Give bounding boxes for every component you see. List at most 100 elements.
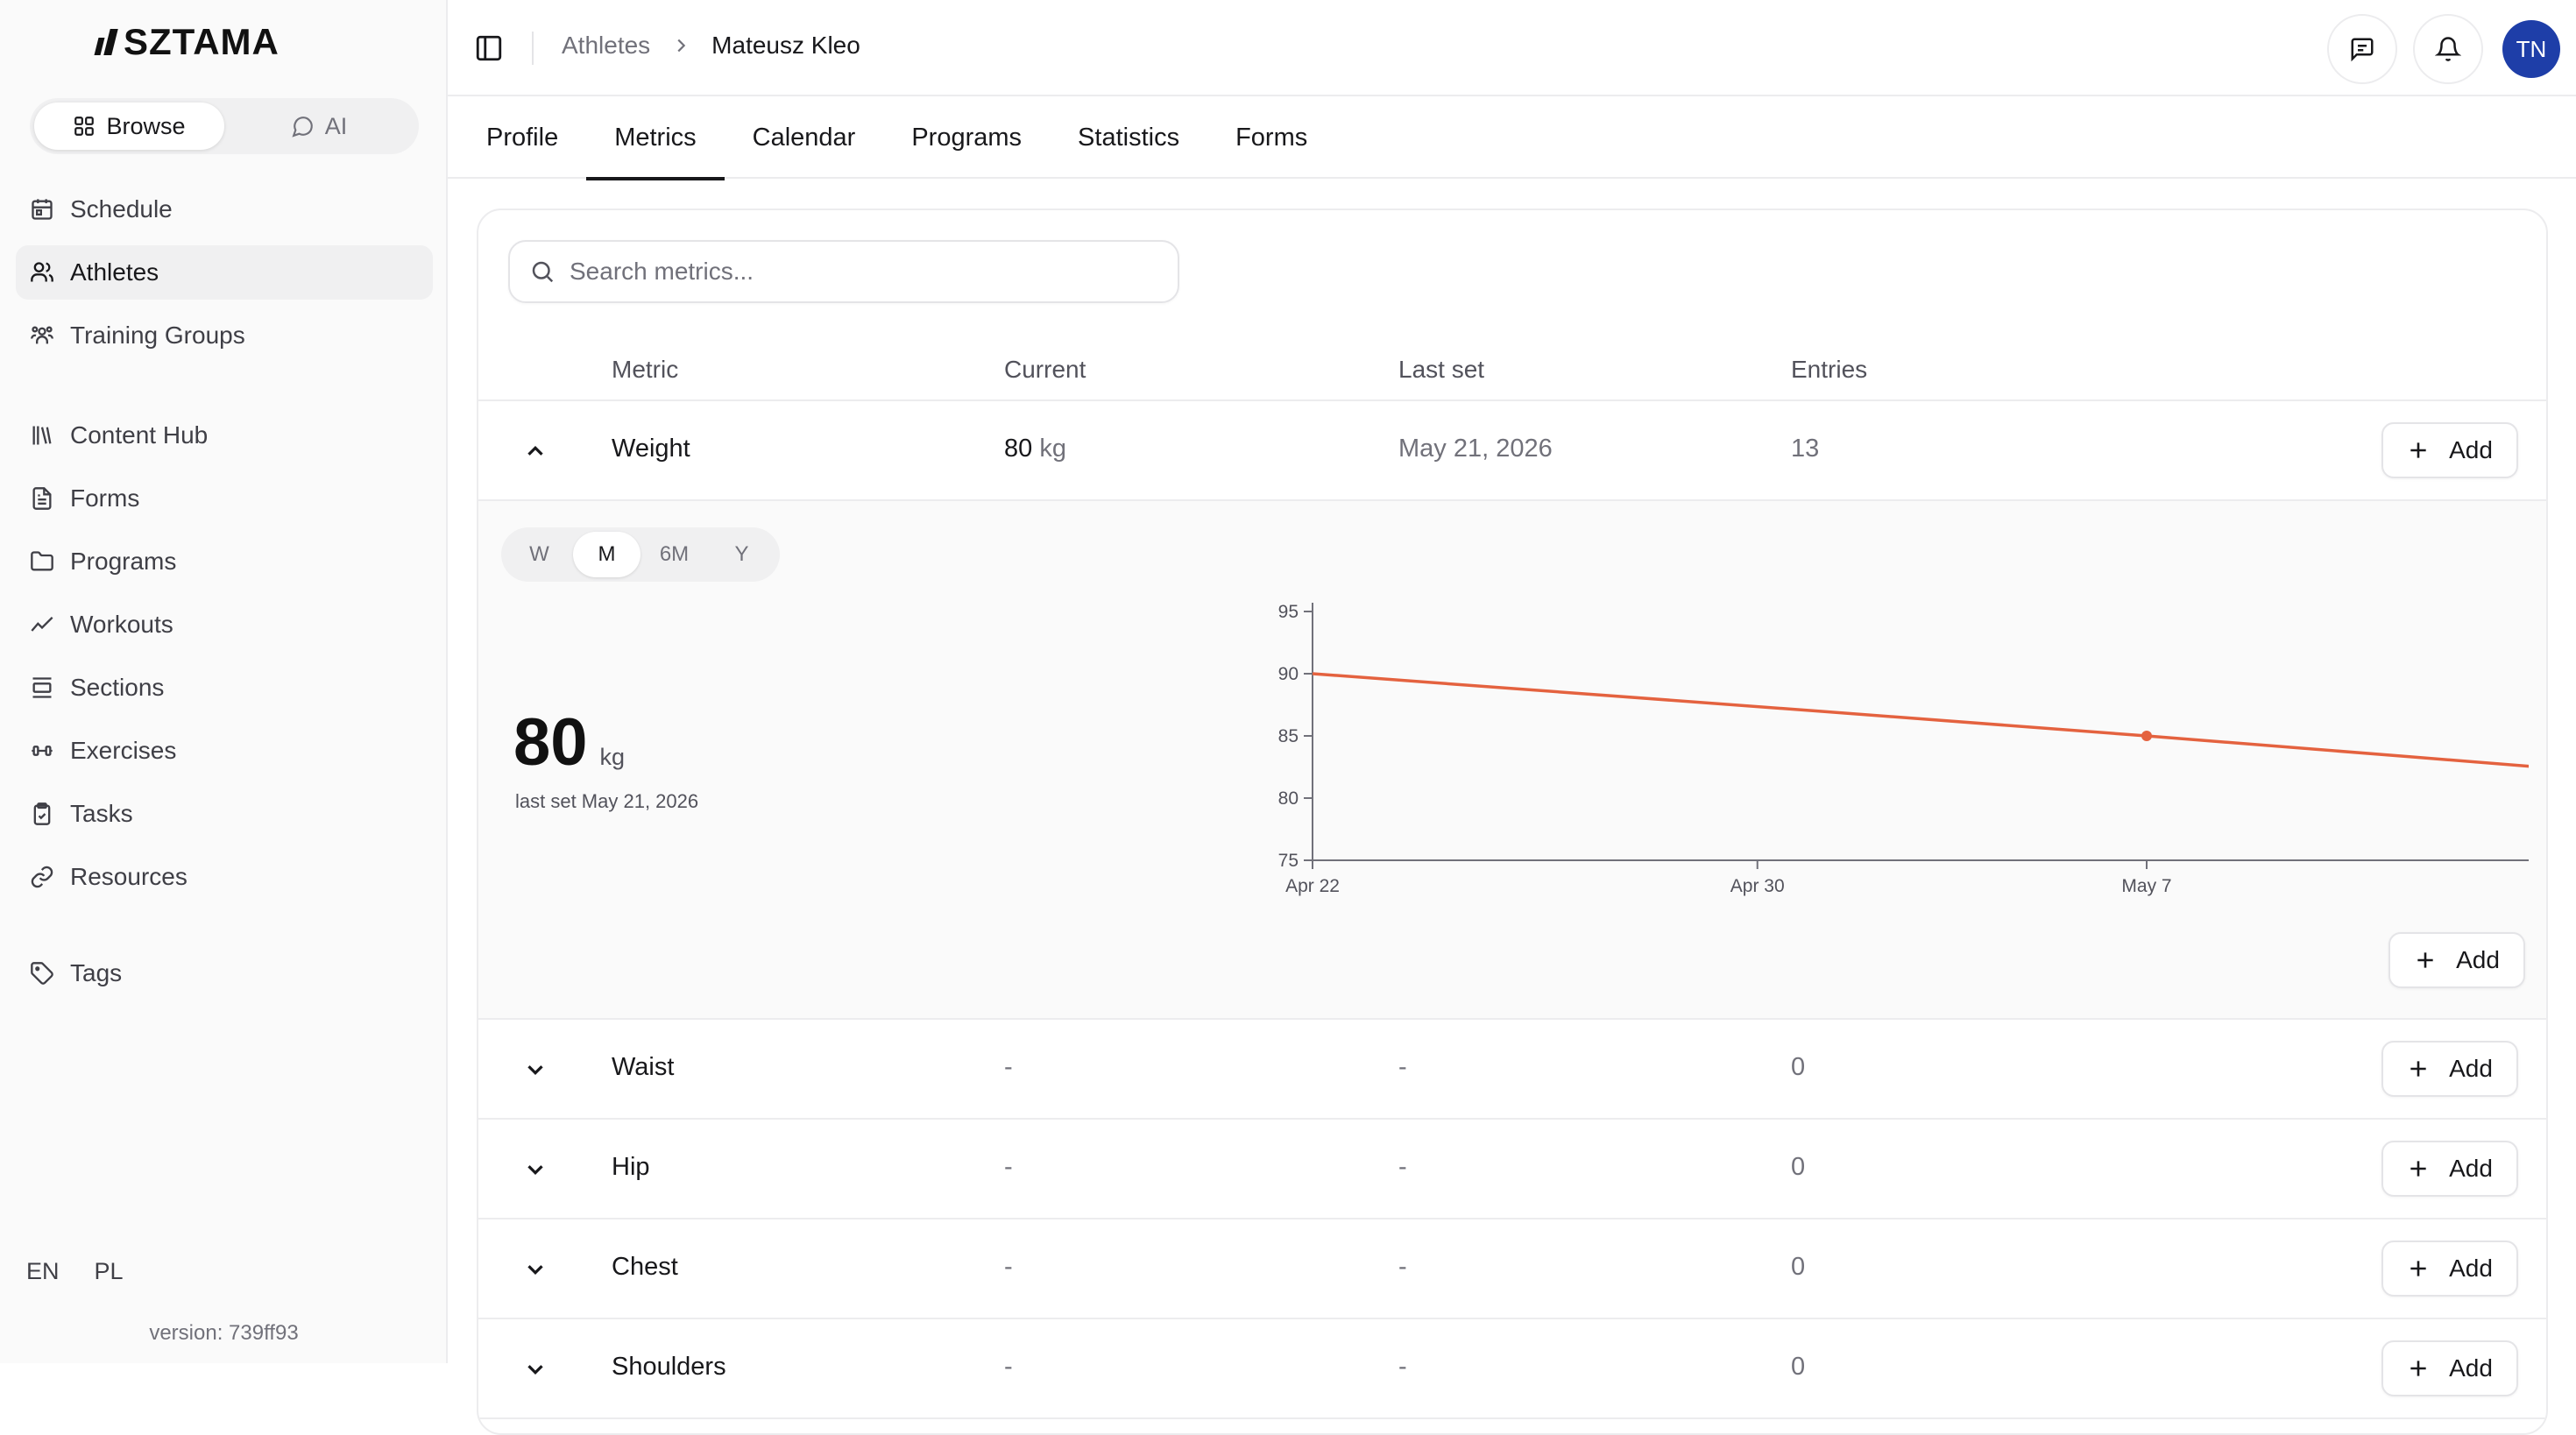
sidebar-toggle-button[interactable] (474, 33, 504, 63)
sidebar-item-forms[interactable]: Forms (16, 471, 433, 526)
link-icon (31, 866, 53, 888)
sidebar-item-label: Athletes (70, 258, 159, 286)
sections-icon (32, 677, 52, 698)
table-row[interactable]: Chest - - 0 Add (478, 1219, 2546, 1319)
metric-detail-panel: W M 6M Y 80 kg last set May 21, 2026 75 8… (478, 501, 2546, 1020)
ai-mode-button[interactable]: AI (224, 102, 414, 150)
bell-icon (2435, 37, 2461, 61)
breadcrumb-parent[interactable]: Athletes (562, 32, 651, 59)
tab-programs[interactable]: Programs (911, 123, 1023, 152)
file-text-icon (32, 487, 52, 510)
sidebar-item-label: Schedule (70, 195, 173, 223)
sidebar-item-content-hub[interactable]: Content Hub (16, 408, 433, 463)
logo-mark-icon (94, 29, 118, 55)
chevron-down-icon[interactable] (522, 1156, 548, 1183)
sidebar-item-sections[interactable]: Sections (16, 661, 433, 715)
browse-mode-button[interactable]: Browse (34, 102, 224, 150)
plus-icon (2417, 952, 2433, 968)
sidebar-item-tags[interactable]: Tags (16, 946, 433, 1000)
table-row[interactable]: Waist - - 0 Add (478, 1020, 2546, 1120)
language-pl[interactable]: PL (94, 1258, 124, 1284)
messages-button[interactable] (2327, 14, 2397, 84)
user-avatar[interactable]: TN (2502, 20, 2560, 78)
tab-profile[interactable]: Profile (486, 123, 559, 152)
sidebar-item-tasks[interactable]: Tasks (16, 787, 433, 841)
column-header-current: Current (1004, 356, 1086, 383)
chevron-down-icon[interactable] (522, 1356, 548, 1382)
add-entry-button[interactable]: Add (2381, 1141, 2518, 1197)
add-label: Add (2449, 1155, 2493, 1182)
metric-name: Weight (612, 435, 690, 463)
dumbbell-icon (32, 746, 53, 756)
table-row[interactable]: Weight 80 kg May 21, 2026 13 Add (478, 401, 2546, 501)
add-entry-button[interactable]: Add (2381, 1340, 2518, 1396)
add-label: Add (2449, 1354, 2493, 1382)
metric-name: Hip (612, 1153, 650, 1181)
sidebar-item-workouts[interactable]: Workouts (16, 597, 433, 652)
sidebar-item-resources[interactable]: Resources (16, 850, 433, 904)
metric-entries: 0 (1791, 1053, 1806, 1081)
tab-statistics[interactable]: Statistics (1078, 123, 1180, 152)
nav-primary: Schedule Athletes Training Groups (16, 182, 433, 371)
add-label: Add (2449, 1055, 2493, 1082)
metric-current: - (1004, 1053, 1013, 1081)
sidebar-item-label: Content Hub (70, 421, 209, 449)
search-box (508, 240, 1179, 303)
header-actions: TN (2327, 14, 2560, 84)
latest-value: 80 kg (513, 704, 625, 781)
range-6-months-button[interactable]: 6M (659, 542, 690, 566)
x-tick-label: Apr 22 (1285, 876, 1340, 896)
sidebar: SZTAMA Browse AI Schedule Athletes Train… (0, 0, 448, 1363)
metric-name: Waist (612, 1053, 675, 1081)
plus-icon (2410, 1161, 2426, 1177)
detail-add-entry-button[interactable]: Add (2388, 932, 2525, 988)
column-header-metric: Metric (612, 356, 679, 383)
plus-icon (2410, 442, 2426, 458)
nav-tertiary: Tags (16, 946, 433, 1009)
mode-switch: Browse AI (30, 98, 419, 154)
metric-last-set: - (1398, 1153, 1407, 1181)
tab-metrics[interactable]: Metrics (586, 96, 725, 180)
y-tick-label: 85 (1278, 726, 1299, 746)
current-value: 80 (1004, 435, 1033, 463)
chevron-up-icon[interactable] (522, 438, 548, 464)
range-year-button[interactable]: Y (734, 542, 749, 566)
header-divider (532, 32, 534, 65)
plus-icon (2410, 1061, 2426, 1077)
add-entry-button[interactable]: Add (2381, 1241, 2518, 1297)
app-version: version: 739ff93 (149, 1321, 299, 1345)
range-week-button[interactable]: W (529, 542, 549, 566)
add-entry-button[interactable]: Add (2381, 422, 2518, 478)
metric-last-set: - (1398, 1053, 1407, 1081)
add-entry-button[interactable]: Add (2381, 1041, 2518, 1097)
sidebar-item-training-groups[interactable]: Training Groups (16, 308, 433, 363)
sidebar-item-athletes[interactable]: Athletes (16, 245, 433, 300)
tab-calendar[interactable]: Calendar (752, 123, 856, 152)
metric-current: - (1004, 1153, 1013, 1181)
sidebar-item-label: Sections (70, 674, 165, 701)
athlete-tabs: Profile Metrics Calendar Programs Statis… (448, 96, 2576, 180)
sidebar-item-exercises[interactable]: Exercises (16, 724, 433, 778)
sidebar-item-label: Tags (70, 959, 123, 986)
notifications-button[interactable] (2413, 14, 2483, 84)
x-tick-label: Apr 30 (1730, 876, 1785, 896)
sidebar-item-programs[interactable]: Programs (16, 534, 433, 589)
chevron-down-icon[interactable] (522, 1057, 548, 1083)
metric-entries: 0 (1791, 1353, 1806, 1381)
plus-icon (2410, 1261, 2426, 1276)
metric-last-set: May 21, 2026 (1398, 435, 1553, 463)
table-row[interactable]: Hip - - 0 Add (478, 1120, 2546, 1219)
search-input[interactable] (570, 258, 1165, 286)
sidebar-item-label: Programs (70, 548, 177, 575)
sidebar-item-schedule[interactable]: Schedule (16, 182, 433, 237)
range-month-button[interactable]: M (573, 532, 640, 577)
language-en[interactable]: EN (26, 1258, 60, 1284)
metric-name: Chest (612, 1253, 678, 1281)
brand-logo[interactable]: SZTAMA (94, 21, 280, 62)
add-label: Add (2449, 436, 2493, 463)
chevron-down-icon[interactable] (522, 1256, 548, 1283)
table-row[interactable]: Shoulders - - 0 Add (478, 1319, 2546, 1419)
add-label: Add (2456, 946, 2500, 973)
tab-forms[interactable]: Forms (1235, 123, 1308, 152)
